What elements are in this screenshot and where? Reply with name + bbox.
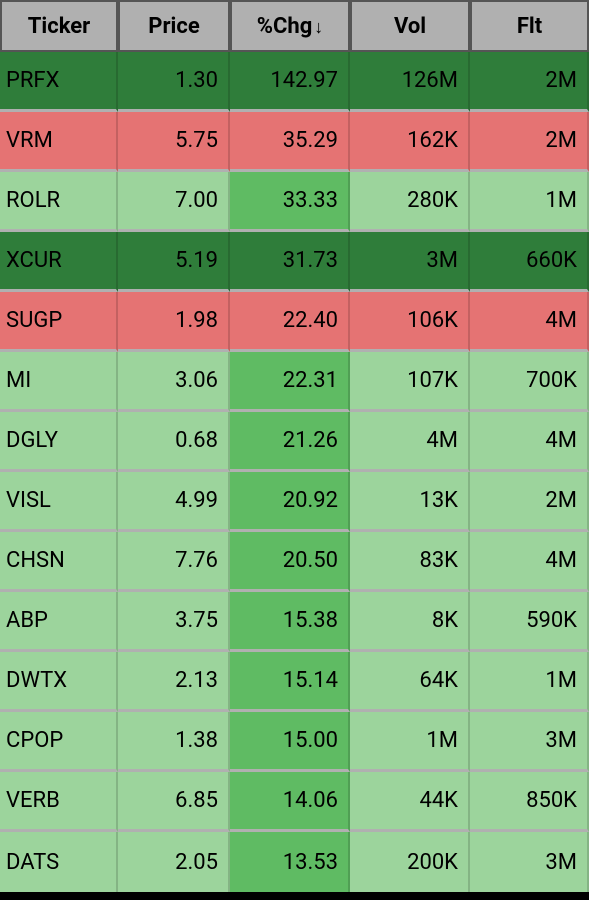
cell-ticker: ROLR xyxy=(0,172,118,232)
cell-price: 7.76 xyxy=(118,532,230,592)
cell-vol: 4M xyxy=(350,412,470,472)
cell-chg: 21.26 xyxy=(230,412,350,472)
cell-chg: 15.14 xyxy=(230,652,350,712)
cell-chg: 22.31 xyxy=(230,352,350,412)
header-label: Flt xyxy=(517,14,542,39)
table-row[interactable]: VERB6.8514.0644K850K xyxy=(0,772,589,832)
cell-chg: 14.06 xyxy=(230,772,350,832)
cell-price: 1.38 xyxy=(118,712,230,772)
cell-flt: 590K xyxy=(470,592,589,652)
sort-down-icon: ↓ xyxy=(314,17,323,38)
cell-vol: 64K xyxy=(350,652,470,712)
cell-vol: 162K xyxy=(350,112,470,172)
table-row[interactable]: XCUR5.1931.733M660K xyxy=(0,232,589,292)
cell-price: 2.13 xyxy=(118,652,230,712)
table-row[interactable]: ROLR7.0033.33280K1M xyxy=(0,172,589,232)
header-flt[interactable]: Flt xyxy=(470,0,589,52)
cell-price: 1.30 xyxy=(118,52,230,112)
cell-price: 4.99 xyxy=(118,472,230,532)
header-price[interactable]: Price xyxy=(118,0,230,52)
header-label: Ticker xyxy=(28,14,90,39)
header-row: Ticker Price %Chg↓ Vol Flt xyxy=(0,0,589,52)
cell-flt: 850K xyxy=(470,772,589,832)
cell-vol: 126M xyxy=(350,52,470,112)
cell-price: 5.19 xyxy=(118,232,230,292)
cell-ticker: MI xyxy=(0,352,118,412)
cell-price: 6.85 xyxy=(118,772,230,832)
header-vol[interactable]: Vol xyxy=(350,0,470,52)
table-row[interactable]: DGLY0.6821.264M4M xyxy=(0,412,589,472)
cell-vol: 1M xyxy=(350,712,470,772)
cell-ticker: ABP xyxy=(0,592,118,652)
table-row[interactable]: VISL4.9920.9213K2M xyxy=(0,472,589,532)
cell-ticker: DGLY xyxy=(0,412,118,472)
table-row[interactable]: VRM5.7535.29162K2M xyxy=(0,112,589,172)
cell-vol: 200K xyxy=(350,832,470,892)
cell-price: 0.68 xyxy=(118,412,230,472)
cell-flt: 4M xyxy=(470,412,589,472)
cell-vol: 107K xyxy=(350,352,470,412)
cell-flt: 700K xyxy=(470,352,589,412)
table-row[interactable]: DATS2.0513.53200K3M xyxy=(0,832,589,892)
cell-vol: 44K xyxy=(350,772,470,832)
cell-flt: 2M xyxy=(470,112,589,172)
cell-vol: 106K xyxy=(350,292,470,352)
cell-flt: 1M xyxy=(470,172,589,232)
cell-chg: 20.50 xyxy=(230,532,350,592)
cell-flt: 2M xyxy=(470,52,589,112)
cell-chg: 33.33 xyxy=(230,172,350,232)
cell-price: 2.05 xyxy=(118,832,230,892)
cell-flt: 4M xyxy=(470,532,589,592)
cell-ticker: CPOP xyxy=(0,712,118,772)
cell-ticker: PRFX xyxy=(0,52,118,112)
header-label: Vol xyxy=(394,14,426,39)
cell-ticker: XCUR xyxy=(0,232,118,292)
header-pct-chg[interactable]: %Chg↓ xyxy=(230,0,350,52)
cell-chg: 20.92 xyxy=(230,472,350,532)
cell-ticker: DATS xyxy=(0,832,118,892)
cell-chg: 15.38 xyxy=(230,592,350,652)
cell-flt: 4M xyxy=(470,292,589,352)
header-label: Price xyxy=(148,14,199,39)
cell-chg: 35.29 xyxy=(230,112,350,172)
cell-price: 3.75 xyxy=(118,592,230,652)
cell-ticker: SUGP xyxy=(0,292,118,352)
header-ticker[interactable]: Ticker xyxy=(0,0,118,52)
cell-chg: 31.73 xyxy=(230,232,350,292)
cell-chg: 15.00 xyxy=(230,712,350,772)
cell-price: 3.06 xyxy=(118,352,230,412)
table-row[interactable]: CPOP1.3815.001M3M xyxy=(0,712,589,772)
stock-screener-table: Ticker Price %Chg↓ Vol Flt PRFX1.30142.9… xyxy=(0,0,589,892)
table-row[interactable]: CHSN7.7620.5083K4M xyxy=(0,532,589,592)
cell-chg: 13.53 xyxy=(230,832,350,892)
cell-flt: 660K xyxy=(470,232,589,292)
cell-price: 5.75 xyxy=(118,112,230,172)
cell-flt: 3M xyxy=(470,712,589,772)
cell-chg: 142.97 xyxy=(230,52,350,112)
header-label: %Chg xyxy=(257,14,313,39)
table-row[interactable]: SUGP1.9822.40106K4M xyxy=(0,292,589,352)
cell-flt: 3M xyxy=(470,832,589,892)
cell-vol: 3M xyxy=(350,232,470,292)
cell-ticker: VRM xyxy=(0,112,118,172)
cell-vol: 8K xyxy=(350,592,470,652)
cell-ticker: VERB xyxy=(0,772,118,832)
cell-vol: 280K xyxy=(350,172,470,232)
cell-vol: 83K xyxy=(350,532,470,592)
table-body: PRFX1.30142.97126M2MVRM5.7535.29162K2MRO… xyxy=(0,52,589,892)
cell-flt: 2M xyxy=(470,472,589,532)
table-row[interactable]: MI3.0622.31107K700K xyxy=(0,352,589,412)
table-row[interactable]: ABP3.7515.388K590K xyxy=(0,592,589,652)
table-row[interactable]: DWTX2.1315.1464K1M xyxy=(0,652,589,712)
cell-price: 7.00 xyxy=(118,172,230,232)
cell-flt: 1M xyxy=(470,652,589,712)
cell-price: 1.98 xyxy=(118,292,230,352)
cell-chg: 22.40 xyxy=(230,292,350,352)
cell-ticker: CHSN xyxy=(0,532,118,592)
cell-ticker: DWTX xyxy=(0,652,118,712)
table-row[interactable]: PRFX1.30142.97126M2M xyxy=(0,52,589,112)
cell-ticker: VISL xyxy=(0,472,118,532)
cell-vol: 13K xyxy=(350,472,470,532)
